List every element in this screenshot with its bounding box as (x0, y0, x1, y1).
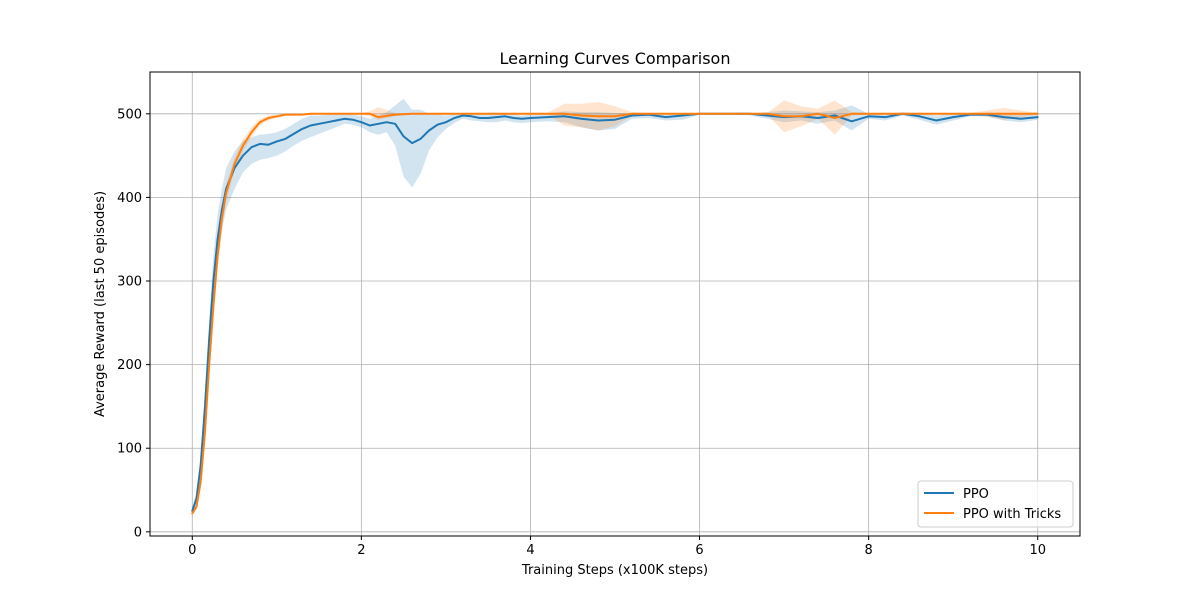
y-axis-ticks: 0 100 200 300 400 500 (117, 107, 150, 540)
x-tick-label: 2 (357, 543, 365, 558)
y-tick-label: 500 (117, 107, 142, 122)
x-tick-label: 4 (526, 543, 534, 558)
plot-frame (149, 71, 1081, 537)
y-tick-label: 100 (117, 442, 142, 457)
y-tick-label: 300 (117, 275, 142, 290)
grid (150, 72, 1080, 536)
x-tick-label: 0 (188, 543, 196, 558)
legend-label-ppo-with-tricks: PPO with Tricks (963, 507, 1061, 522)
x-tick-label: 8 (864, 543, 872, 558)
chart-title: Learning Curves Comparison (500, 49, 731, 68)
x-axis-label: Training Steps (x100K steps) (521, 563, 708, 578)
y-tick-label: 0 (134, 525, 142, 540)
y-axis-label: Average Reward (last 50 episodes) (93, 191, 108, 417)
x-tick-label: 6 (695, 543, 703, 558)
series-lines (191, 112, 1039, 515)
y-tick-label: 400 (117, 191, 142, 206)
x-tick-label: 10 (1029, 543, 1046, 558)
legend: PPO PPO with Tricks (917, 480, 1074, 528)
y-tick-label: 200 (117, 358, 142, 373)
line-ppo-with-tricks (191, 112, 1039, 515)
legend-label-ppo: PPO (963, 487, 989, 502)
legend-box (917, 480, 1074, 528)
x-axis-ticks: 0 2 4 6 8 10 (188, 536, 1046, 558)
